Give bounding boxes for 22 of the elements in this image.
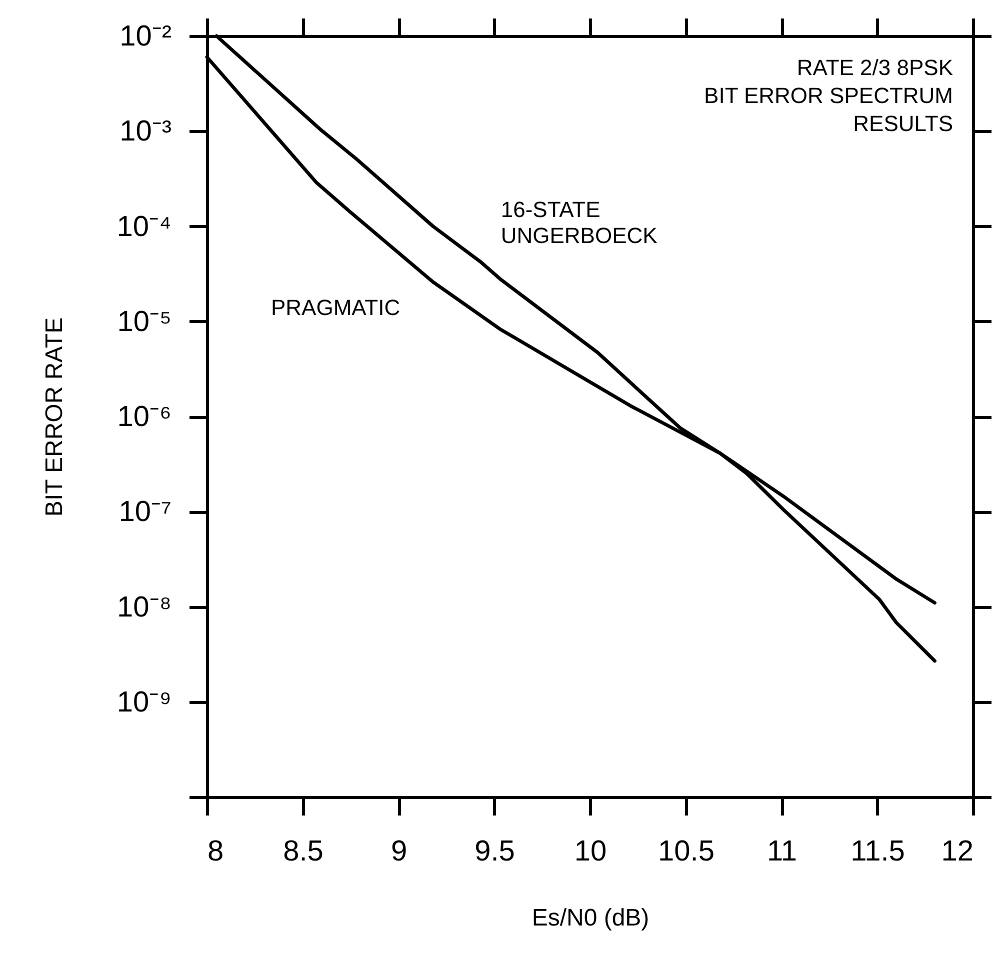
y-tick-label: 10⁻⁴ [116,210,172,243]
series-label: 16-STATE UNGERBOECK [500,197,658,248]
x-tick-label: 9 [390,836,408,868]
x-tick-label: 8.5 [283,836,324,868]
y-tick-label: 10⁻⁷ [118,496,172,528]
x-tick-label: 11 [766,836,798,868]
y-tick-label: 10⁻³ [120,116,172,148]
x-tick-label: 8 [208,836,224,868]
x-tick-label: 12 [941,836,974,868]
y-tick-label: 10⁻⁶ [117,401,172,433]
y-tick-label: 10⁻² [120,20,172,52]
x-tick-label: 10.5 [658,836,714,868]
series-label: PRAGMATIC [270,294,400,320]
y-tick-label: 10⁻⁸ [117,591,172,624]
y-tick-label: 10⁻⁹ [116,686,172,718]
x-tick-label: 9.5 [474,836,515,868]
y-axis-title: BIT ERROR RATE [40,317,68,517]
x-tick-label: 11.5 [850,836,905,868]
text: RATE 2/3 8PSK BIT ERROR SPECTRUM RESULTS [704,55,954,136]
x-axis-title: Es/N0 (dB) [532,904,650,932]
x-tick-label: 10 [574,836,607,868]
y-tick-label: 10⁻⁵ [117,306,172,338]
